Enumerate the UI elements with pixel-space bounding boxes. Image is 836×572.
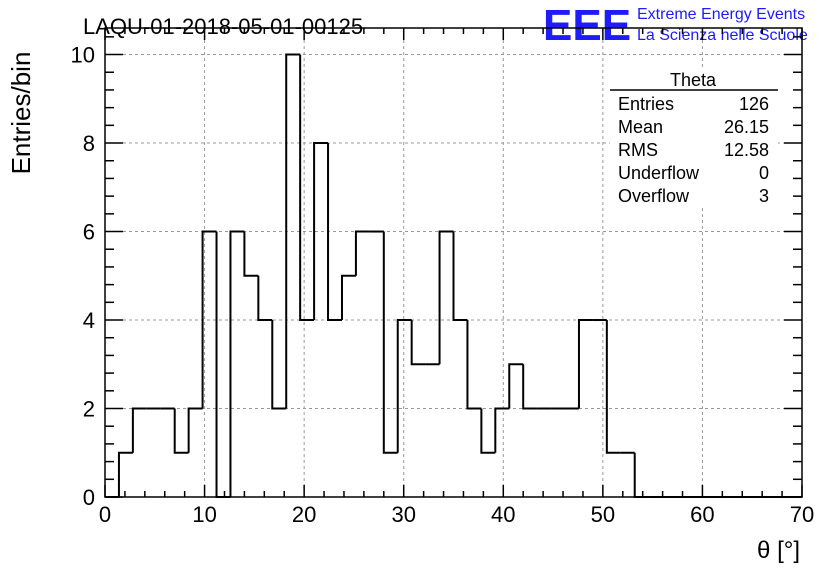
histogram-bin bbox=[410, 320, 426, 366]
stat-value: 26.15 bbox=[724, 117, 769, 137]
histogram-bin bbox=[173, 408, 189, 454]
histogram-bin bbox=[313, 142, 329, 321]
histogram-bin bbox=[577, 319, 593, 409]
histogram-bin bbox=[271, 320, 287, 410]
x-tick-label: 30 bbox=[391, 502, 415, 527]
x-tick-label: 70 bbox=[790, 502, 814, 527]
histogram-bin bbox=[354, 230, 370, 276]
y-tick-label: 4 bbox=[83, 308, 95, 333]
stat-label: Mean bbox=[618, 117, 663, 137]
histogram-bin bbox=[466, 320, 482, 410]
y-tick-label: 2 bbox=[83, 397, 95, 422]
histogram-bin bbox=[382, 231, 398, 454]
y-tick-label: 6 bbox=[83, 220, 95, 245]
stats-box-title: Theta bbox=[670, 70, 717, 90]
histogram-bin bbox=[243, 231, 259, 277]
stat-label: Overflow bbox=[618, 186, 690, 206]
stat-label: Entries bbox=[618, 94, 674, 114]
y-tick-label: 10 bbox=[71, 43, 95, 68]
plot-frame bbox=[104, 27, 803, 498]
histogram-bin bbox=[452, 231, 468, 322]
x-tick-label: 20 bbox=[292, 502, 316, 527]
y-tick-label: 0 bbox=[83, 485, 95, 510]
histogram-bin bbox=[480, 408, 496, 454]
stat-value: 0 bbox=[759, 163, 769, 183]
histogram-bin bbox=[605, 320, 621, 454]
stats-box: Theta Entries 126 Mean 26.15 RMS 12.58 U… bbox=[610, 68, 778, 208]
logo-line-1: Extreme Energy Events bbox=[637, 6, 805, 23]
eee-logo: EEE Extreme Energy Events La Scienza nel… bbox=[543, 1, 808, 50]
histogram-bin bbox=[508, 363, 524, 409]
x-axis-title: θ [°] bbox=[757, 537, 800, 564]
x-tick-label: 0 bbox=[99, 502, 111, 527]
histogram-bin bbox=[215, 231, 231, 498]
plot-border bbox=[104, 27, 803, 498]
logo-line-2: La Scienza nelle Scuole bbox=[637, 27, 808, 44]
y-axis-title: Entries/bin bbox=[6, 52, 36, 175]
histogram-bin bbox=[522, 364, 538, 410]
x-tick-label: 40 bbox=[491, 502, 515, 527]
histogram-bin bbox=[117, 451, 133, 497]
y-tick-label: 8 bbox=[83, 131, 95, 156]
histogram-series bbox=[105, 53, 802, 498]
stat-label: RMS bbox=[618, 140, 658, 160]
histogram-bin bbox=[438, 230, 454, 365]
histogram-bin bbox=[396, 319, 412, 453]
stat-label: Underflow bbox=[618, 163, 700, 183]
histogram-bin bbox=[187, 407, 203, 453]
stats-box-background bbox=[610, 68, 778, 208]
x-tick-label: 50 bbox=[591, 502, 615, 527]
histogram-bin bbox=[285, 53, 301, 409]
histogram-bin bbox=[201, 230, 217, 409]
histogram-bin bbox=[633, 452, 649, 498]
histogram-bin bbox=[299, 54, 315, 322]
stat-value: 126 bbox=[739, 94, 769, 114]
histogram-bin bbox=[229, 230, 245, 497]
x-tick-label: 60 bbox=[690, 502, 714, 527]
chart-title: LAQU-01-2018-05-01-00125 bbox=[83, 14, 363, 39]
histogram-bin bbox=[340, 274, 356, 321]
histogram-bin bbox=[327, 143, 342, 322]
stat-value: 3 bbox=[759, 186, 769, 206]
histogram-bin bbox=[494, 407, 510, 453]
histogram-bin bbox=[257, 275, 273, 322]
x-tick-label: 10 bbox=[192, 502, 216, 527]
histogram-bin bbox=[131, 407, 147, 453]
stat-value: 12.58 bbox=[724, 140, 769, 160]
logo-mark: EEE bbox=[543, 1, 631, 50]
